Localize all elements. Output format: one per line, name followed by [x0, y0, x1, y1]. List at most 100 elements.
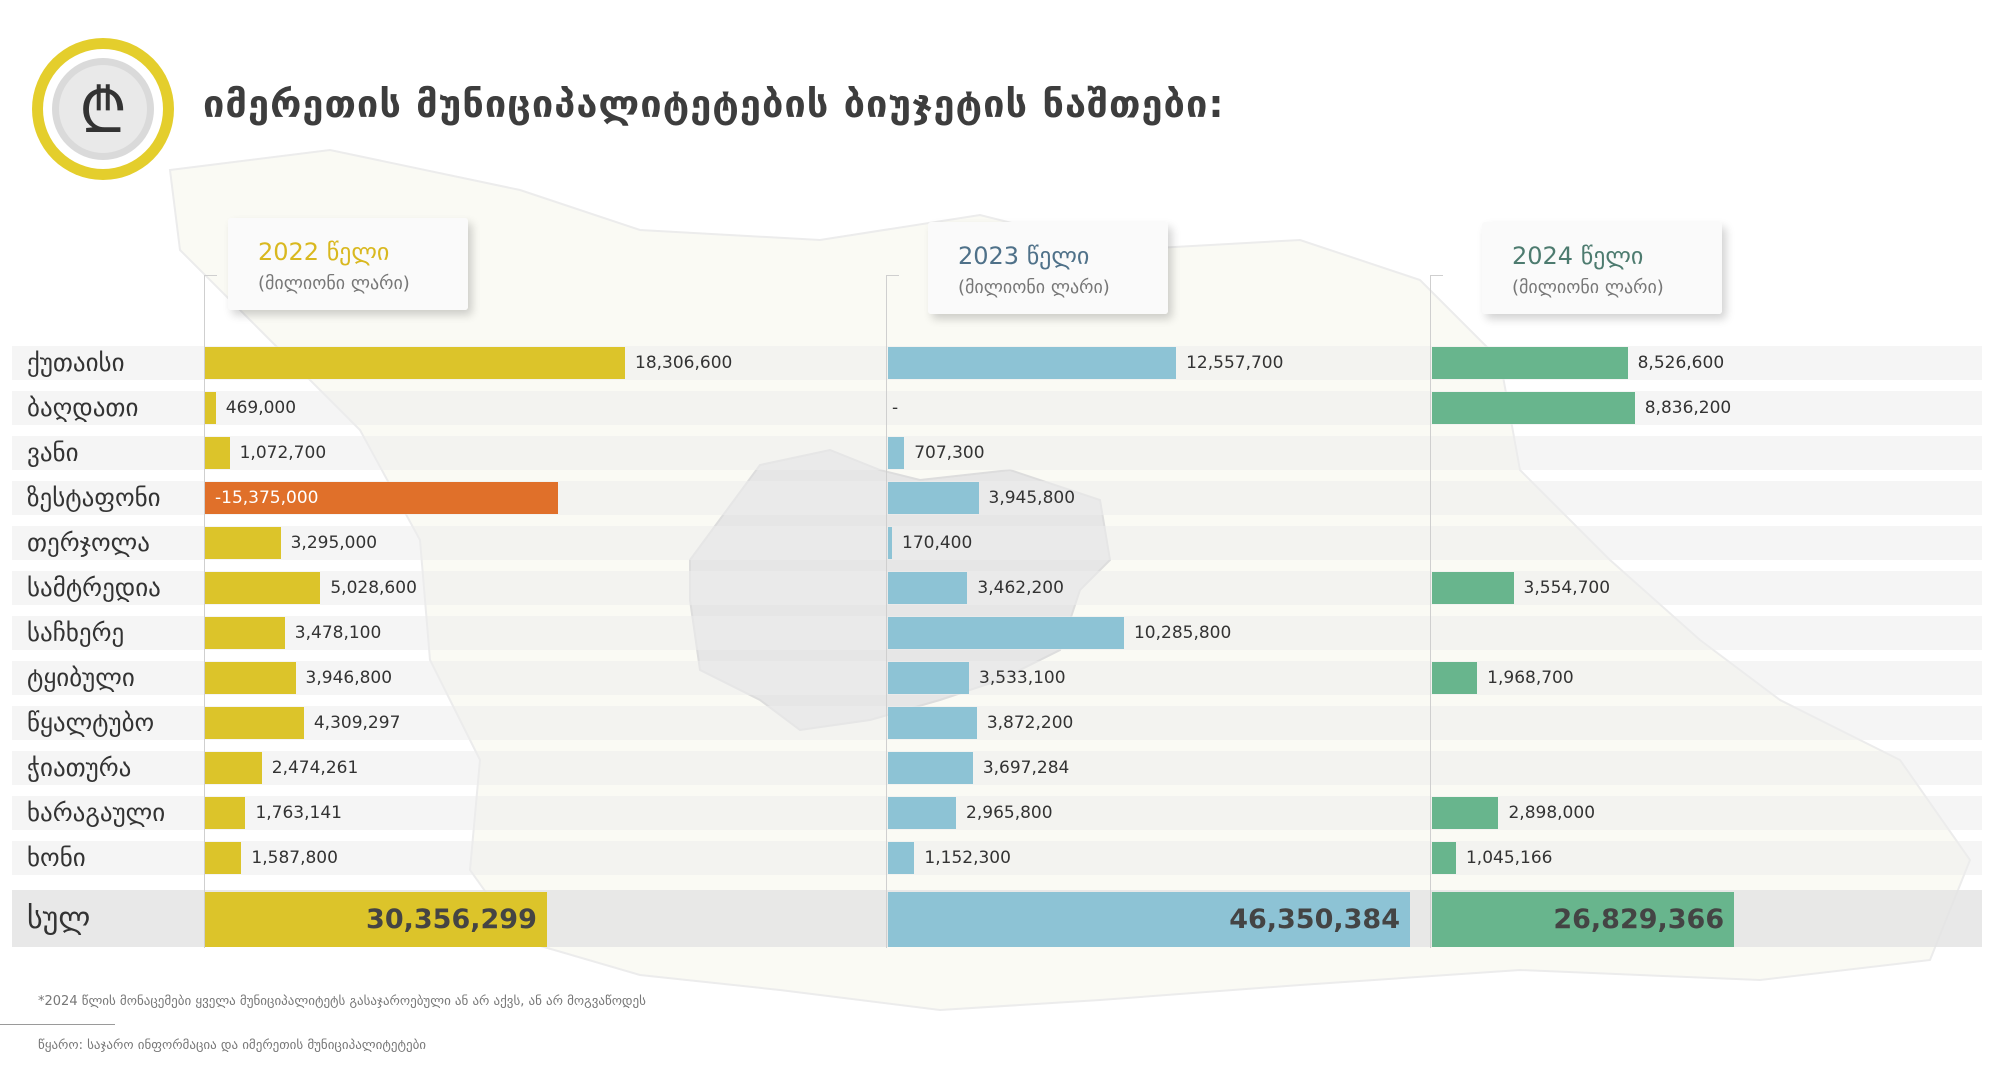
year-title-2023: 2023 წელი [958, 242, 1090, 270]
bar-2024 [1432, 797, 1499, 829]
row-band [12, 661, 1982, 695]
bar-2022 [205, 392, 216, 424]
bar-2024 [1432, 572, 1514, 604]
bar-2023 [888, 347, 1177, 379]
total-bar-2023 [888, 892, 1410, 947]
category-label: ხონი [27, 843, 86, 872]
year-header-2023: 2023 წელი (მილიონი ლარი) [928, 222, 1168, 314]
bar-2022 [205, 437, 230, 469]
value-label-2023: 3,697,284 [982, 758, 1070, 778]
row-band [12, 841, 1982, 875]
bar-2023 [888, 797, 957, 829]
value-label-2022: 4,309,297 [313, 713, 401, 733]
bar-2022 [205, 797, 246, 829]
category-label: ვანი [27, 438, 79, 467]
row-band [12, 436, 1982, 470]
category-label: ხარაგაული [27, 798, 166, 827]
bar-2022 [205, 707, 304, 739]
bar-2023 [888, 572, 968, 604]
value-label-2024: 8,526,600 [1637, 353, 1725, 373]
row-band [12, 526, 1982, 560]
bar-2022 [205, 527, 281, 559]
value-label-2022: -15,375,000 [215, 488, 319, 508]
bar-2023 [888, 437, 905, 469]
category-label: წყალტუბო [27, 708, 155, 737]
source-note: წყარო: საჯარო ინფორმაცია და იმერეთის მუნ… [38, 1038, 427, 1053]
bar-2022 [205, 752, 262, 784]
footnote-divider [0, 1024, 115, 1025]
category-label: თერჯოლა [27, 528, 150, 557]
value-label-2023: 3,945,800 [988, 488, 1076, 508]
guide-2024 [1430, 275, 1443, 948]
row-band [12, 796, 1982, 830]
year-unit-2024: (მილიონი ლარი) [1512, 277, 1664, 298]
value-label-2022: 2,474,261 [271, 758, 359, 778]
total-value-2024: 26,829,366 [1553, 904, 1725, 935]
row-band [12, 751, 1982, 785]
value-label-2024: 1,968,700 [1487, 668, 1574, 688]
guide-2023 [886, 275, 899, 948]
value-label-2024: 1,045,166 [1465, 848, 1553, 868]
footnote: *2024 წლის მონაცემები ყველა მუნიციპალიტე… [38, 994, 646, 1009]
lari-coin-logo: ₾ [32, 38, 174, 180]
lari-symbol-icon: ₾ [79, 74, 127, 147]
value-label-2023: 170,400 [902, 533, 973, 553]
value-label-2023: 10,285,800 [1133, 623, 1232, 643]
value-label-2022: 469,000 [225, 398, 297, 418]
bar-2022 [205, 617, 285, 649]
category-label: ჭიათურა [27, 753, 132, 782]
bar-2022 [205, 842, 242, 874]
value-label-2022: 1,587,800 [251, 848, 338, 868]
value-label-2022: 5,028,600 [330, 578, 417, 598]
year-title-2022: 2022 წელი [258, 238, 390, 266]
bar-2023 [888, 707, 977, 739]
bar-2022 [205, 662, 296, 694]
bar-2023 [888, 527, 892, 559]
category-label: საჩხერე [27, 618, 125, 647]
bar-2023 [888, 482, 979, 514]
year-unit-2023: (მილიონი ლარი) [958, 277, 1110, 298]
value-label-2023: 707,300 [914, 443, 985, 463]
category-label: ქუთაისი [27, 348, 125, 377]
value-label-2023: - [892, 398, 899, 418]
category-label: ბაღდათი [27, 393, 139, 422]
bar-2024 [1432, 842, 1456, 874]
bar-2022 [205, 347, 625, 379]
bar-2023 [888, 842, 915, 874]
bar-2022 [205, 572, 321, 604]
year-unit-2022: (მილიონი ლარი) [258, 273, 410, 294]
category-label: სამტრედია [27, 573, 161, 602]
value-label-2023: 3,533,100 [979, 668, 1066, 688]
value-label-2024: 2,898,000 [1508, 803, 1596, 823]
total-value-2022: 30,356,299 [366, 904, 537, 935]
category-label: ზესტაფონი [27, 483, 161, 512]
value-label-2022: 3,478,100 [294, 623, 382, 643]
row-band [12, 706, 1982, 740]
bar-2024 [1432, 662, 1478, 694]
value-label-2022: 1,763,141 [255, 803, 342, 823]
value-label-2023: 1,152,300 [924, 848, 1011, 868]
value-label-2024: 8,836,200 [1644, 398, 1732, 418]
page-title: იმერეთის მუნიციპალიტეტების ბიუჯეტის ნაშთ… [203, 82, 1225, 126]
bar-2023 [888, 752, 973, 784]
bar-2024 [1432, 392, 1635, 424]
guide-2022 [204, 275, 217, 948]
value-label-2022: 3,295,000 [290, 533, 378, 553]
value-label-2022: 18,306,600 [635, 353, 733, 373]
value-label-2022: 1,072,700 [239, 443, 327, 463]
value-label-2024: 3,554,700 [1523, 578, 1611, 598]
bar-2024 [1432, 347, 1628, 379]
category-label: ტყიბული [27, 663, 135, 692]
year-header-2022: 2022 წელი (მილიონი ლარი) [228, 218, 468, 310]
value-label-2023: 3,872,200 [986, 713, 1074, 733]
value-label-2022: 3,946,800 [305, 668, 393, 688]
value-label-2023: 2,965,800 [966, 803, 1053, 823]
row-band [12, 391, 1982, 425]
year-header-2024: 2024 წელი (მილიონი ლარი) [1482, 222, 1722, 314]
total-row-label: სულ [27, 901, 91, 936]
total-value-2023: 46,350,384 [1229, 904, 1400, 935]
total-bar-2022 [205, 892, 547, 947]
year-title-2024: 2024 წელი [1512, 242, 1644, 270]
value-label-2023: 12,557,700 [1186, 353, 1284, 373]
row-band [12, 571, 1982, 605]
